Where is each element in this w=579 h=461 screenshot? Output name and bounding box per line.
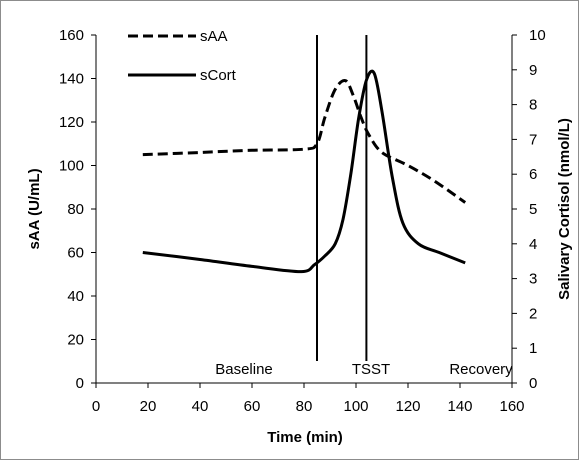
y-right-axis-ticks: 0 1 2 3 4 5 6 7 8 9 10 bbox=[512, 27, 546, 392]
x-tick-label: 120 bbox=[395, 398, 420, 415]
legend-sAA-label: sAA bbox=[200, 28, 228, 45]
x-tick-label: 160 bbox=[499, 398, 524, 415]
x-tick-label: 20 bbox=[140, 398, 157, 415]
y-right-tick-label: 9 bbox=[529, 62, 537, 79]
series-line-sAA bbox=[142, 79, 467, 204]
y-right-tick-label: 2 bbox=[529, 305, 537, 322]
legend: sAA sCort bbox=[128, 28, 237, 84]
y-right-tick-label: 3 bbox=[529, 271, 537, 288]
x-tick-label: 80 bbox=[296, 398, 313, 415]
x-axis-title: Time (min) bbox=[267, 429, 343, 446]
y-left-tick-label: 160 bbox=[59, 27, 84, 44]
y-right-tick-label: 10 bbox=[529, 27, 546, 44]
x-tick-label: 60 bbox=[244, 398, 261, 415]
y-left-tick-label: 40 bbox=[67, 288, 84, 305]
phase-markers bbox=[316, 35, 368, 361]
legend-sCort-label: sCort bbox=[200, 67, 237, 84]
y-right-tick-label: 8 bbox=[529, 97, 537, 114]
y-right-tick-label: 5 bbox=[529, 201, 537, 218]
y-right-tick-label: 4 bbox=[529, 236, 537, 253]
y-left-tick-label: 120 bbox=[59, 114, 84, 131]
y-right-tick-label: 0 bbox=[529, 375, 537, 392]
phase-label-tsst: TSST bbox=[352, 361, 390, 378]
y-left-axis-ticks: 0 20 40 60 80 100 120 140 160 bbox=[59, 27, 96, 392]
y-right-tick-label: 7 bbox=[529, 131, 537, 148]
phase-label-baseline: Baseline bbox=[215, 361, 273, 378]
y-left-tick-label: 0 bbox=[76, 375, 84, 392]
series-layer bbox=[142, 69, 467, 274]
series-line-sCort bbox=[142, 69, 466, 274]
y-left-tick-label: 100 bbox=[59, 158, 84, 175]
y-left-tick-label: 20 bbox=[67, 332, 84, 349]
y-right-tick-label: 6 bbox=[529, 166, 537, 183]
x-tick-label: 0 bbox=[92, 398, 100, 415]
y-right-axis-title: Salivary Cortisol (nmol/L) bbox=[556, 118, 573, 300]
x-tick-label: 40 bbox=[192, 398, 209, 415]
phase-label-recovery: Recovery bbox=[449, 361, 513, 378]
x-tick-label: 140 bbox=[447, 398, 472, 415]
y-left-tick-label: 140 bbox=[59, 71, 84, 88]
y-right-tick-label: 1 bbox=[529, 340, 537, 357]
y-left-tick-label: 80 bbox=[67, 201, 84, 218]
x-tick-label: 100 bbox=[343, 398, 368, 415]
y-left-tick-label: 60 bbox=[67, 245, 84, 262]
x-axis-ticks: 0 20 40 60 80 100 120 140 160 bbox=[92, 383, 525, 415]
y-left-axis-title: sAA (U/mL) bbox=[26, 168, 43, 249]
